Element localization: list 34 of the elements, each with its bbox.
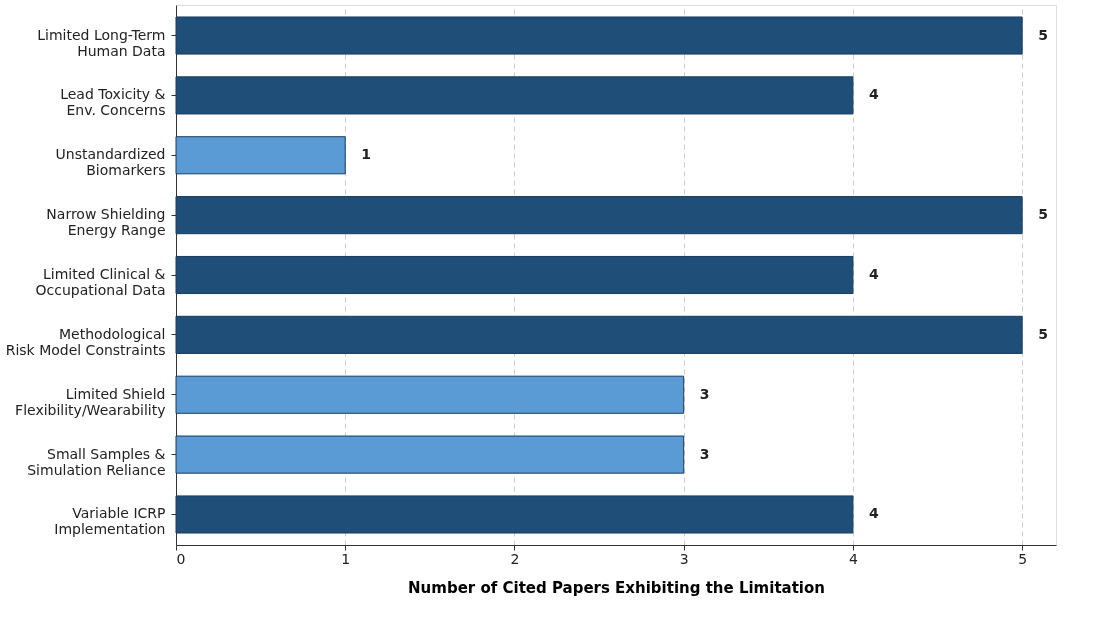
bar (175, 16, 1023, 55)
data-label: 5 (1038, 206, 1048, 223)
data-label: 1 (361, 146, 371, 163)
data-label: 4 (868, 86, 879, 103)
bar (175, 76, 854, 115)
bar (175, 435, 685, 474)
bar (175, 136, 346, 175)
bar (175, 495, 854, 534)
x-axis-title: Number of Cited Papers Exhibiting the Limitation (408, 578, 825, 597)
y-tick-label: Narrow Shielding Energy Range (46, 206, 166, 239)
data-label: 5 (1038, 325, 1048, 342)
data-label: 3 (699, 385, 710, 402)
bar (175, 375, 685, 414)
x-tick-label: 3 (679, 550, 689, 567)
y-tick-label: Limited Long-Term Human Data (37, 26, 166, 59)
data-label: 5 (1038, 26, 1048, 43)
bar (175, 315, 1023, 354)
y-tick-label: Lead Toxicity & Env. Concerns (60, 86, 166, 119)
x-tick-label: 1 (341, 550, 351, 567)
data-label: 4 (868, 505, 879, 522)
y-tick-label: Limited Shield Flexibility/Wearability (15, 385, 166, 418)
x-tick-label: 2 (510, 550, 520, 567)
y-tick-label: Variable ICRP Implementation (54, 505, 166, 538)
y-tick-label: Limited Clinical & Occupational Data (35, 266, 166, 298)
x-tick-label: 0 (176, 550, 186, 567)
y-tick-label: Methodological Risk Model Constraints (5, 325, 166, 358)
x-tick-label: 5 (1018, 550, 1028, 567)
data-label: 3 (699, 445, 710, 462)
x-tick-label: 4 (848, 550, 858, 567)
bar (175, 196, 1023, 235)
data-label: 4 (868, 266, 879, 282)
y-tick-label: Unstandardized Biomarkers (55, 146, 166, 179)
bar (175, 255, 854, 295)
y-tick-label: Small Samples & Simulation Reliance (27, 445, 166, 478)
